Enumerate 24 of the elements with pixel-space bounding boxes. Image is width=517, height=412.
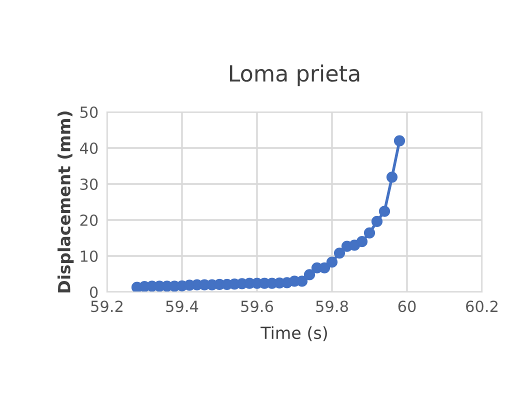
x-axis-title: Time (s) xyxy=(260,326,327,342)
y-tick-label: 40 xyxy=(80,142,98,154)
point xyxy=(386,172,398,183)
y-tick-label: 30 xyxy=(80,178,98,190)
point xyxy=(371,216,383,227)
y-tick-label: 10 xyxy=(80,250,98,262)
y-tick-label: 0 xyxy=(90,286,98,298)
x-tick-label: 60 xyxy=(398,300,416,312)
point xyxy=(356,236,368,248)
point xyxy=(378,206,390,217)
point xyxy=(394,135,406,146)
chart-title: Loma prieta xyxy=(230,64,360,86)
point xyxy=(334,248,346,259)
y-tick-label: 20 xyxy=(80,214,98,226)
y-tick-label: 50 xyxy=(80,106,98,118)
y-axis-title: Displacement (mm) xyxy=(58,112,74,292)
x-tick-label: 59.4 xyxy=(166,300,198,312)
x-tick-label: 60.2 xyxy=(466,300,498,312)
point xyxy=(364,227,376,239)
x-tick-label: 59.2 xyxy=(91,300,122,312)
x-tick-label: 59.6 xyxy=(241,300,274,312)
x-tick-label: 59.8 xyxy=(316,300,348,312)
point xyxy=(326,256,338,268)
point xyxy=(304,269,316,280)
